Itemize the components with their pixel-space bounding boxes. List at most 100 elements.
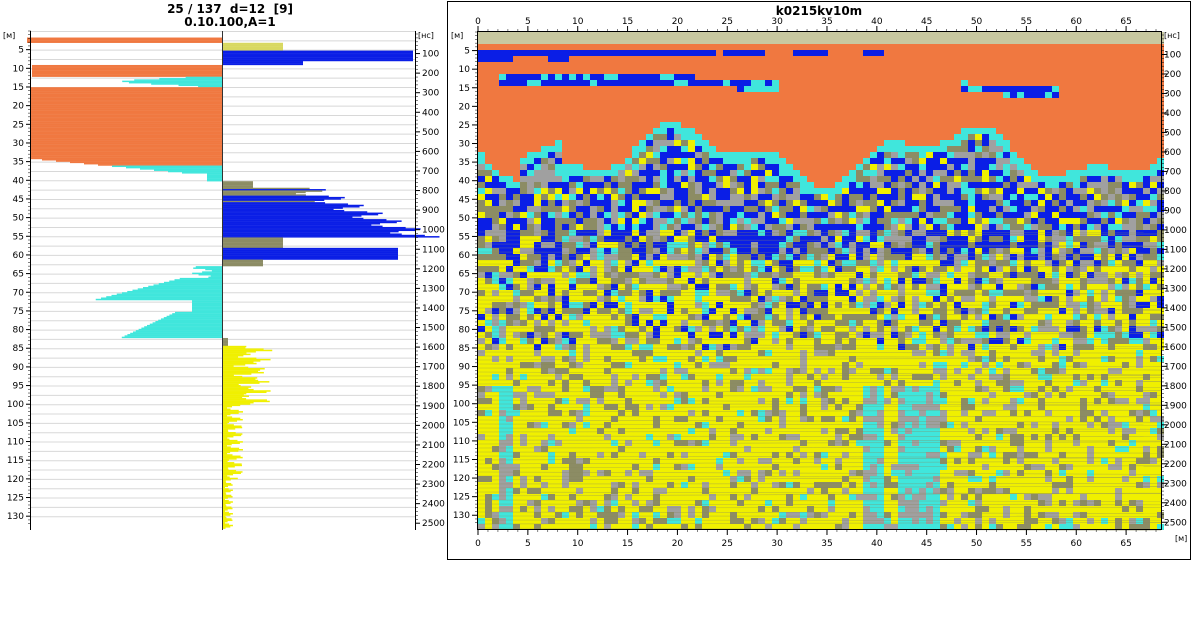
trace-fill-segment <box>223 229 416 232</box>
radargram-cell <box>653 92 660 98</box>
radargram-cell <box>541 218 548 224</box>
radargram-cell <box>849 86 856 92</box>
radargram-cell <box>758 260 765 266</box>
radargram-cell <box>618 278 625 284</box>
radargram-cell <box>891 62 898 68</box>
radargram-cell <box>653 290 660 296</box>
radargram-cell <box>835 182 842 188</box>
radargram-cell <box>527 296 534 302</box>
radargram-cell <box>681 338 688 344</box>
radargram-cell <box>716 62 723 68</box>
depth-tick-label: 5 <box>18 46 24 56</box>
depth-tick-label: 120 <box>7 475 24 485</box>
radargram-cell <box>709 320 716 326</box>
radargram-cell <box>842 398 849 404</box>
radargram-cell <box>590 56 597 62</box>
radargram-cell <box>877 194 884 200</box>
radargram-cell <box>912 494 919 500</box>
radargram-cell <box>786 74 793 80</box>
radargram-cell <box>548 38 555 44</box>
radargram-cell <box>478 476 485 482</box>
radargram-cell <box>569 350 576 356</box>
radargram-cell <box>604 134 611 140</box>
radargram-cell <box>716 116 723 122</box>
radargram-cell <box>562 356 569 362</box>
trace-fill-segment <box>30 87 222 89</box>
radargram-cell <box>919 236 926 242</box>
radargram-cell <box>821 482 828 488</box>
radargram-cell <box>639 290 646 296</box>
trace-fill-segment <box>30 119 222 122</box>
radargram-cell <box>562 56 569 62</box>
trace-fill-segment <box>223 523 230 525</box>
trace-fill-segment <box>223 418 243 421</box>
radargram-cell <box>527 242 534 248</box>
radargram-cell <box>863 320 870 326</box>
radargram-cell <box>758 248 765 254</box>
radargram-cell <box>611 146 618 152</box>
radargram-cell <box>814 254 821 260</box>
radargram-cell <box>604 92 611 98</box>
radargram-cell <box>905 314 912 320</box>
radargram-cell <box>681 188 688 194</box>
radargram-cell <box>793 86 800 92</box>
radargram-cell <box>779 98 786 104</box>
radargram-cell <box>905 194 912 200</box>
radargram-cell <box>576 170 583 176</box>
radargram-cell <box>513 140 520 146</box>
radargram-cell <box>919 452 926 458</box>
radargram-cell <box>625 284 632 290</box>
radargram-cell <box>814 224 821 230</box>
radargram-cell <box>520 374 527 380</box>
radargram-image[interactable] <box>477 32 1164 531</box>
radargram-cell <box>632 236 639 242</box>
radargram-cell <box>618 506 625 512</box>
radargram-cell <box>660 224 667 230</box>
radargram-cell <box>814 56 821 62</box>
radargram-cell <box>912 182 919 188</box>
radargram-cell <box>751 326 758 332</box>
radargram-cell <box>905 62 912 68</box>
radargram-cell <box>863 44 870 50</box>
radargram-cell <box>520 140 527 146</box>
radargram-cell <box>667 80 674 86</box>
radargram-cell <box>800 314 807 320</box>
radargram-cell <box>905 50 912 56</box>
radargram-cell <box>541 62 548 68</box>
radargram-cell <box>919 410 926 416</box>
radargram-cell <box>856 494 863 500</box>
radargram-cell <box>744 92 751 98</box>
radargram-cell <box>499 158 506 164</box>
radargram-cell <box>485 458 492 464</box>
radargram-cell <box>611 248 618 254</box>
radargram-cell <box>492 338 499 344</box>
trace-fill-segment <box>166 315 222 318</box>
radargram-cell <box>653 170 660 176</box>
radargram-cell <box>597 122 604 128</box>
trace-fill-segment <box>223 499 229 502</box>
radargram-cell <box>863 272 870 278</box>
radargram-cell <box>765 86 772 92</box>
radargram-cell <box>765 368 772 374</box>
radargram-cell <box>576 272 583 278</box>
radargram-cell <box>660 368 667 374</box>
radargram-cell <box>877 458 884 464</box>
radargram-cell <box>688 284 695 290</box>
radargram-cell <box>527 278 534 284</box>
radargram-cell <box>499 296 506 302</box>
radargram-cell <box>618 194 625 200</box>
radargram-panel[interactable]: [м] [нс] [м] 0 5 10 15 20 25 30 35 40 45 50 55 60 65 … <box>447 0 1194 560</box>
trace-fill-segment <box>128 81 222 84</box>
radargram-cell <box>779 320 786 326</box>
radargram-cell <box>667 92 674 98</box>
radargram-cell <box>835 98 842 104</box>
radargram-cell <box>632 110 639 116</box>
radargram-cell <box>877 62 884 68</box>
radargram-cell <box>919 140 926 146</box>
radargram-cell <box>849 206 856 212</box>
radargram-cell <box>870 338 877 344</box>
radargram-cell <box>821 74 828 80</box>
radargram-cell <box>562 308 569 314</box>
radargram-cell <box>569 344 576 350</box>
radargram-cell <box>905 44 912 50</box>
